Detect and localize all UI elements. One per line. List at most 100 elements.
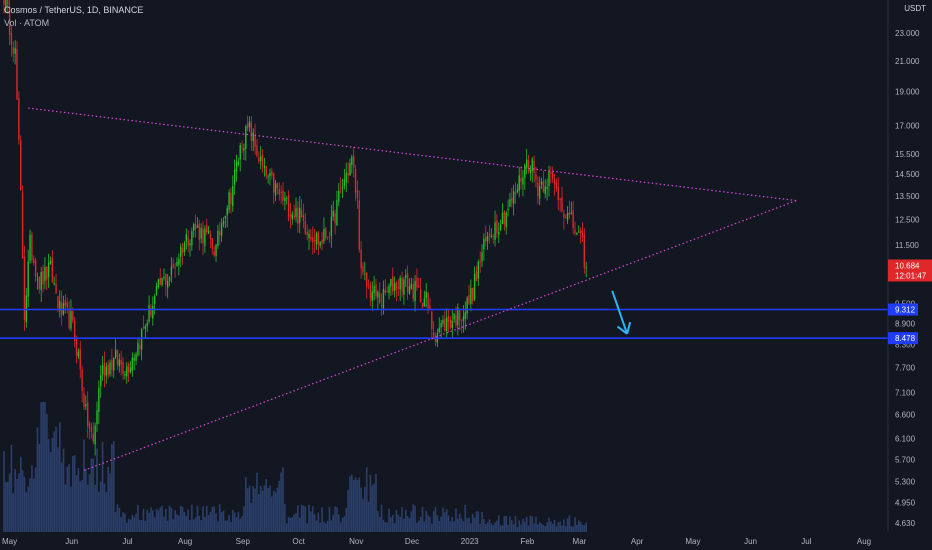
triangle-trendline[interactable] bbox=[28, 107, 797, 202]
volume-bar bbox=[559, 521, 561, 532]
price-tick-label: 21.000 bbox=[895, 57, 920, 66]
volume-bars bbox=[3, 402, 587, 532]
candle-body bbox=[109, 362, 111, 375]
volume-bar bbox=[371, 485, 374, 532]
volume-bar bbox=[475, 511, 478, 532]
candle-body bbox=[116, 349, 119, 365]
candle-body bbox=[180, 246, 182, 257]
candle-body bbox=[135, 354, 137, 361]
time-axis[interactable]: May Jun Jul Aug Sep Oct Nov Dec 2023 Feb Mar Apr May… bbox=[0, 532, 932, 550]
volume-bar bbox=[287, 516, 290, 532]
volume-bar bbox=[490, 523, 493, 532]
time-tick-label: Aug bbox=[178, 537, 192, 546]
candle-body bbox=[511, 197, 513, 203]
candle-body bbox=[522, 177, 524, 185]
down-arrow-head[interactable] bbox=[626, 321, 632, 335]
candle-body bbox=[176, 261, 178, 267]
candle-body bbox=[470, 288, 472, 305]
volume-bar bbox=[209, 511, 212, 532]
down-arrow-shaft[interactable] bbox=[611, 290, 629, 335]
volume-bar bbox=[135, 513, 137, 532]
volume-bar bbox=[544, 526, 547, 532]
candle-body bbox=[66, 302, 68, 308]
volume-bar bbox=[77, 468, 80, 532]
volume-bar bbox=[421, 506, 424, 532]
volume-bar bbox=[358, 477, 361, 532]
candle-body bbox=[155, 286, 158, 295]
volume-bar bbox=[551, 523, 554, 532]
volume-bar bbox=[133, 516, 135, 532]
candle-body bbox=[254, 134, 256, 147]
candle-body bbox=[3, 0, 5, 5]
volume-bar bbox=[237, 511, 240, 532]
level-price-label: 9.312 bbox=[895, 305, 916, 314]
candle-body bbox=[174, 267, 176, 269]
candle-body bbox=[315, 233, 318, 245]
volume-bar bbox=[64, 484, 67, 532]
candle-body bbox=[38, 276, 41, 289]
volume-bar bbox=[484, 523, 487, 532]
volume-bar bbox=[181, 506, 184, 532]
candle-body bbox=[183, 243, 186, 253]
volume-bar bbox=[471, 513, 474, 532]
candle-body bbox=[459, 310, 461, 321]
bar-countdown-label: 12:01:47 bbox=[895, 271, 927, 280]
candle-body bbox=[550, 172, 552, 174]
candle-body bbox=[419, 289, 422, 302]
volume-bar bbox=[399, 516, 401, 532]
volume-bar bbox=[92, 458, 95, 532]
triangle-trendline[interactable] bbox=[83, 200, 797, 471]
candle-body bbox=[434, 337, 437, 343]
candle-body bbox=[278, 188, 280, 195]
candle-body bbox=[524, 165, 526, 178]
candle-body bbox=[397, 287, 400, 289]
volume-bar bbox=[220, 512, 223, 532]
candle-body bbox=[191, 231, 193, 246]
price-axis[interactable]: 23.000 21.000 19.000 17.000 15.500 14.500 13.5… bbox=[887, 0, 932, 550]
volume-bar bbox=[250, 502, 253, 532]
candle-body bbox=[113, 357, 115, 371]
candle-body bbox=[481, 252, 483, 262]
candle-body bbox=[271, 170, 273, 176]
candle-body bbox=[165, 274, 167, 285]
symbol-title[interactable]: Cosmos / TetherUS, 1D, BINANCE bbox=[4, 5, 144, 15]
candle-body bbox=[206, 225, 208, 233]
candle-body bbox=[68, 310, 70, 328]
candle-body bbox=[358, 200, 360, 250]
volume-bar bbox=[16, 479, 18, 532]
candle-body bbox=[362, 265, 364, 273]
volume-bar bbox=[347, 489, 349, 532]
candle-body bbox=[124, 374, 126, 376]
volume-bar bbox=[362, 498, 364, 532]
volume-bar bbox=[297, 505, 299, 532]
volume-bar bbox=[524, 521, 526, 532]
candle-body bbox=[259, 156, 262, 162]
volume-bar bbox=[228, 515, 230, 532]
volume-bar bbox=[243, 506, 245, 532]
volume-bar bbox=[42, 402, 44, 532]
volume-bar bbox=[302, 505, 305, 532]
volume-bar bbox=[285, 523, 288, 532]
volume-bar bbox=[561, 525, 563, 532]
candle-body bbox=[360, 249, 362, 269]
volume-bar bbox=[252, 486, 255, 532]
candle-body bbox=[142, 327, 145, 328]
drawings[interactable] bbox=[0, 107, 888, 471]
candle-body bbox=[88, 423, 91, 429]
candle-body bbox=[103, 362, 106, 377]
volume-bar bbox=[101, 441, 104, 532]
volume-bar bbox=[6, 481, 9, 532]
candle-body bbox=[520, 178, 522, 182]
down-arrow-head[interactable] bbox=[616, 325, 628, 335]
candle-body bbox=[486, 236, 489, 242]
candle-body bbox=[488, 233, 491, 237]
volume-indicator-title[interactable]: Vol · ATOM bbox=[4, 18, 50, 28]
candle-body bbox=[544, 186, 546, 194]
candle-body bbox=[172, 263, 174, 268]
candle-body bbox=[243, 147, 245, 151]
candle-body bbox=[578, 231, 580, 233]
volume-bar bbox=[473, 517, 476, 532]
candle-body bbox=[98, 387, 100, 412]
volume-bar bbox=[529, 515, 532, 532]
